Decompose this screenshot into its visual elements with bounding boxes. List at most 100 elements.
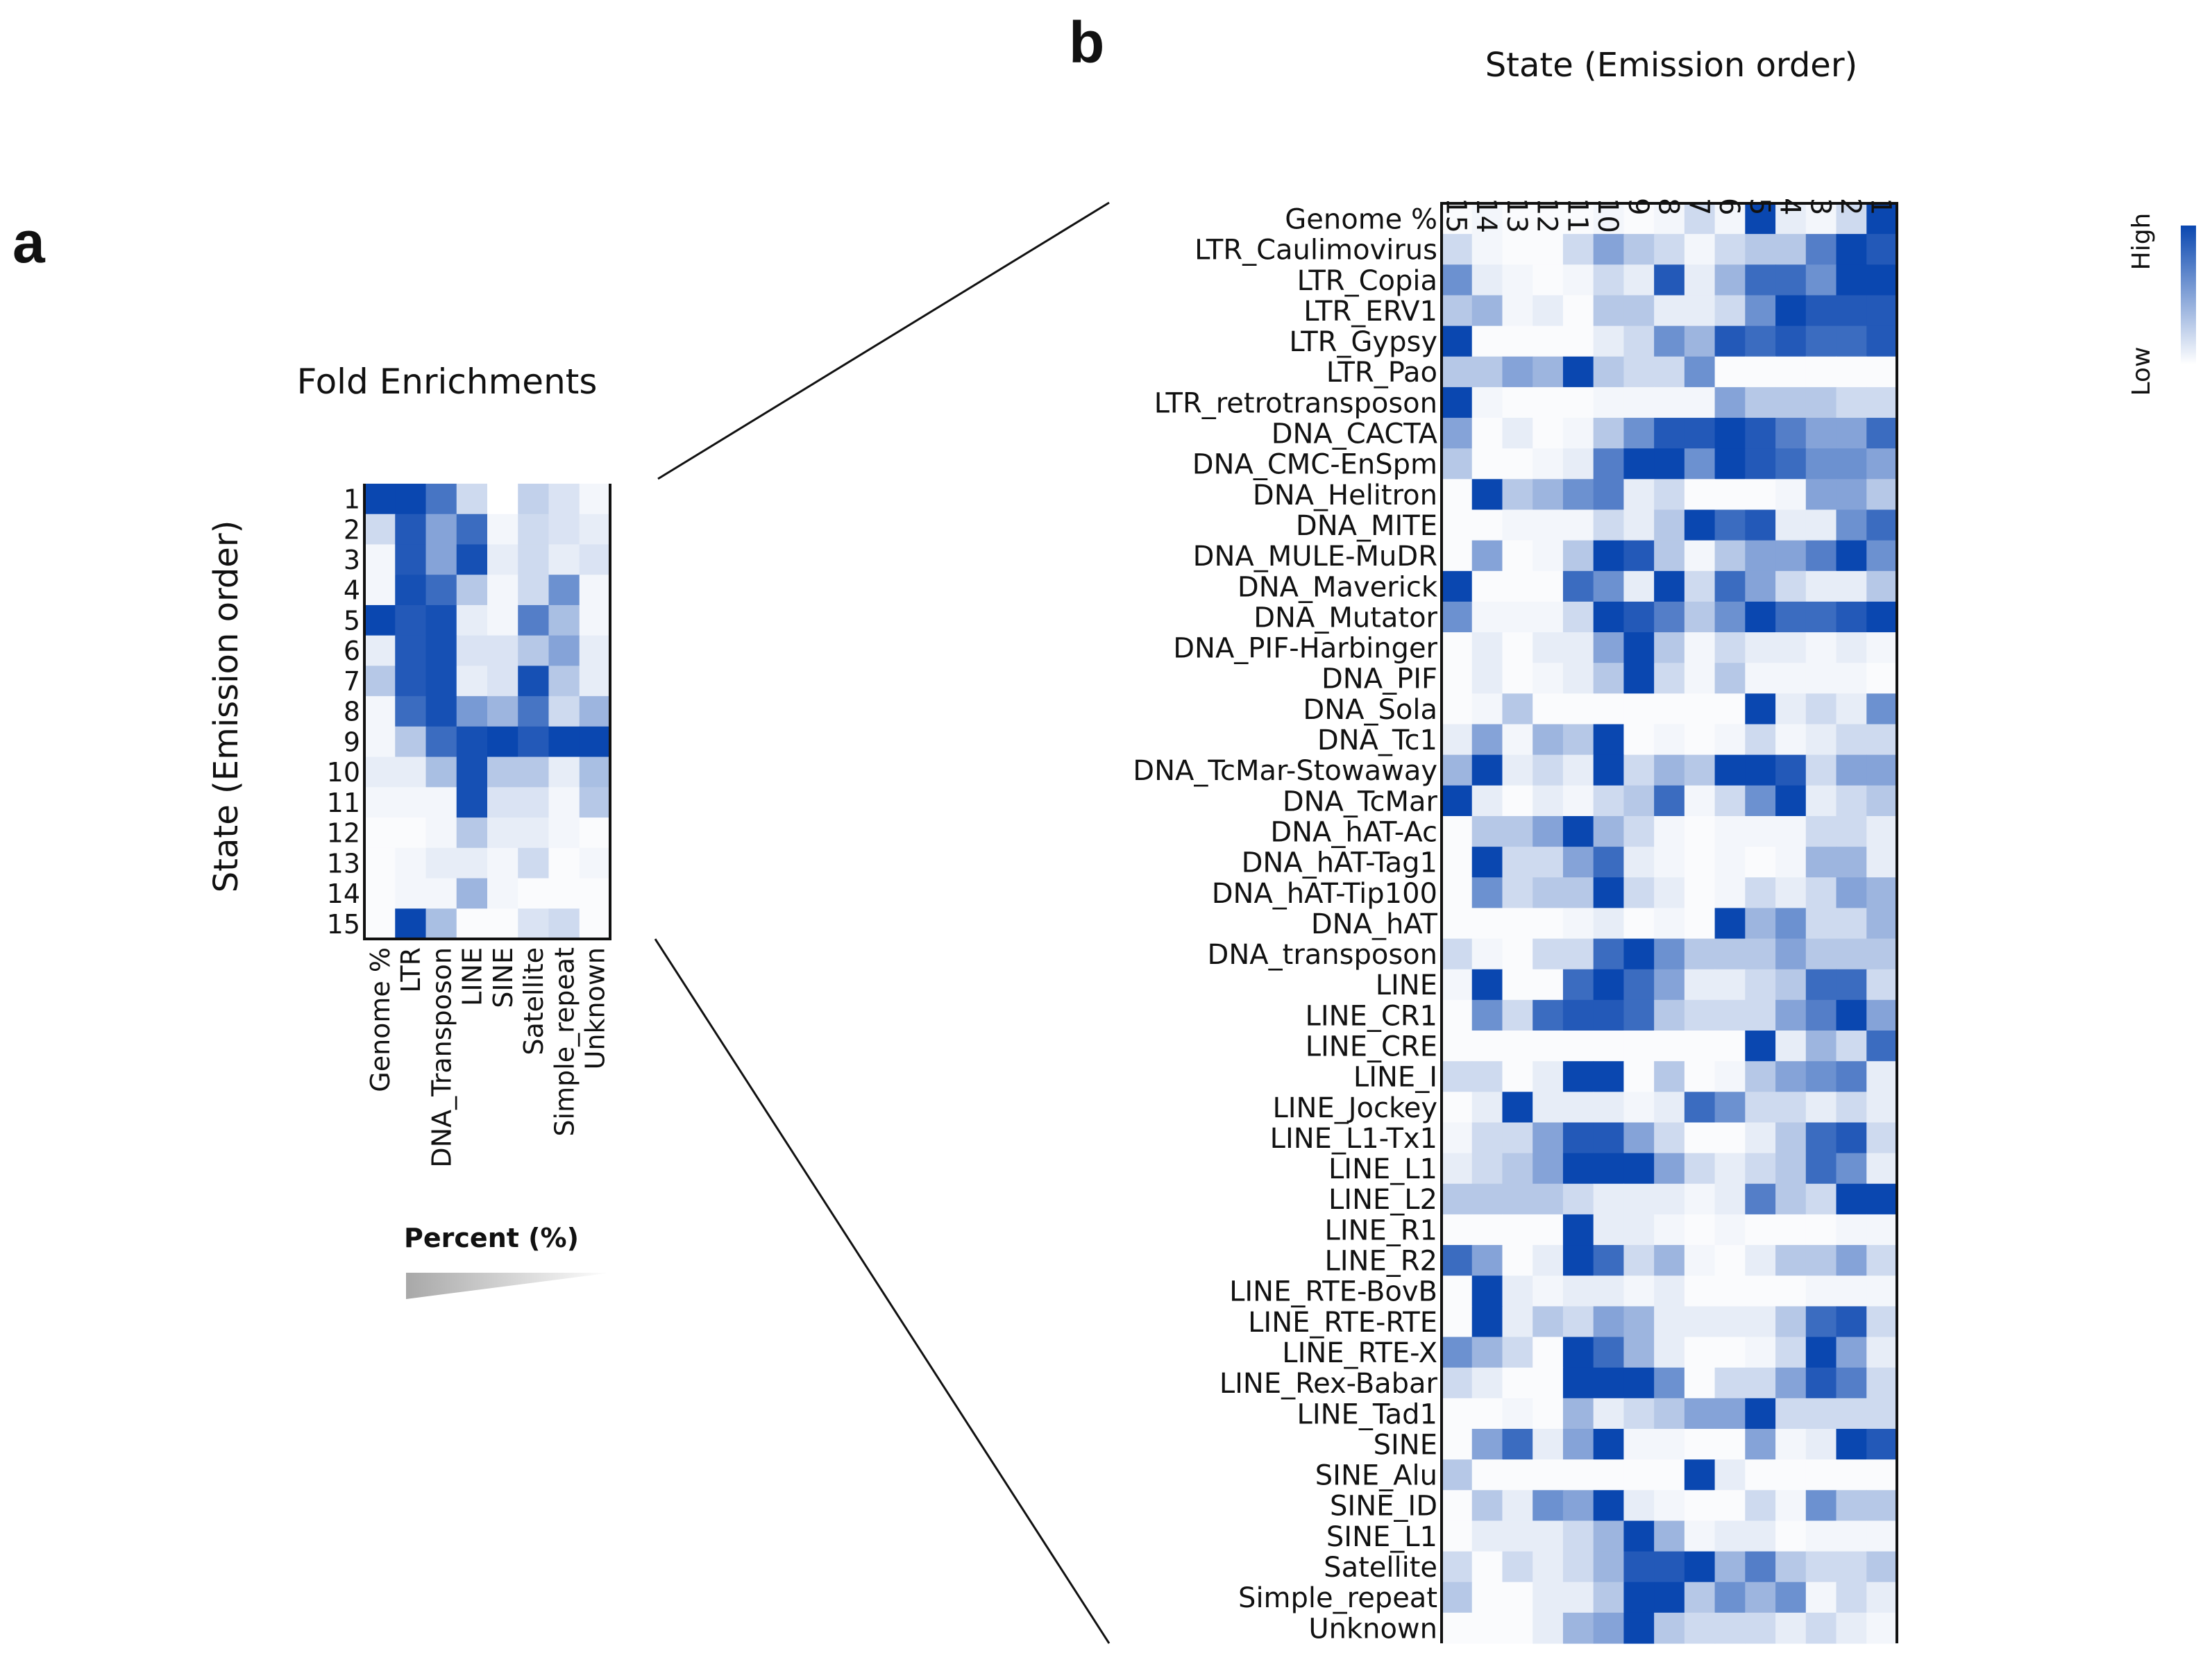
row-label: DNA_CACTA — [1272, 418, 1438, 450]
heatmap-cell — [1533, 1306, 1564, 1338]
heatmap-cell — [487, 756, 518, 788]
row-label: LTR_Pao — [1326, 357, 1437, 389]
heatmap-cell — [1562, 632, 1594, 663]
heatmap-cell — [1623, 356, 1655, 388]
heatmap-cell — [1805, 1306, 1837, 1338]
heatmap-cell — [1836, 785, 1867, 817]
heatmap-cell — [1654, 1214, 1685, 1246]
row-label: LINE_CR1 — [1306, 1000, 1437, 1032]
heatmap-cell — [1562, 295, 1594, 327]
heatmap-cell — [1866, 1122, 1898, 1154]
heatmap-cell — [1745, 570, 1776, 602]
heatmap-cell — [364, 666, 396, 697]
heatmap-cell — [364, 635, 396, 666]
heatmap-cell — [1562, 847, 1594, 878]
heatmap-cell — [487, 484, 518, 515]
heatmap-cell — [1533, 570, 1564, 602]
heatmap-cell — [1836, 387, 1867, 418]
heatmap-cell — [1442, 1122, 1473, 1154]
row-label: 13 — [327, 848, 360, 879]
heatmap-axis — [363, 484, 611, 940]
heatmap-cell — [1654, 1398, 1685, 1430]
heatmap-cell — [1623, 1398, 1655, 1430]
column-label: 4 — [1774, 198, 1806, 215]
heatmap-cell — [1562, 601, 1594, 633]
heatmap-cell — [1775, 1031, 1807, 1062]
heatmap-cell — [1805, 938, 1837, 970]
heatmap-cell — [1684, 1122, 1716, 1154]
heatmap-cell — [579, 878, 611, 909]
heatmap-cell — [1502, 877, 1533, 909]
heatmap-cell — [1836, 1428, 1867, 1460]
heatmap-cell — [1654, 1612, 1685, 1644]
column-label: 8 — [1653, 198, 1685, 215]
heatmap-cell — [1562, 724, 1594, 756]
heatmap-cell — [425, 756, 457, 788]
row-label: LINE_RTE-RTE — [1248, 1307, 1437, 1339]
heatmap-cell — [1562, 815, 1594, 847]
heatmap-cell — [1684, 1612, 1716, 1644]
heatmap-cell — [518, 666, 550, 697]
heatmap-cell — [1502, 509, 1533, 541]
row-label: LTR_Copia — [1297, 265, 1437, 297]
heatmap-cell — [1805, 203, 1837, 235]
heatmap-cell — [1623, 1337, 1655, 1368]
heatmap-cell — [425, 908, 457, 940]
heatmap-cell — [1745, 1398, 1776, 1430]
heatmap-cell — [1775, 1612, 1807, 1644]
heatmap-cell — [1654, 938, 1685, 970]
heatmap-cell — [1805, 1276, 1837, 1307]
heatmap-cell — [1593, 295, 1624, 327]
heatmap-cell — [1562, 203, 1594, 235]
heatmap-cell — [1533, 418, 1564, 449]
heatmap-cell — [1714, 815, 1746, 847]
heatmap-cell — [1593, 1061, 1624, 1092]
heatmap-cell — [1471, 1306, 1503, 1338]
heatmap-cell — [1745, 999, 1776, 1031]
heatmap-cell — [1442, 1276, 1473, 1307]
heatmap-cell — [518, 544, 550, 575]
heatmap-cell — [1684, 1398, 1716, 1430]
heatmap-cell — [1714, 1582, 1746, 1613]
heatmap-cell — [1805, 1183, 1837, 1215]
heatmap-cell — [1684, 1428, 1716, 1460]
heatmap-cell — [1684, 509, 1716, 541]
heatmap-cell — [1593, 1183, 1624, 1215]
heatmap-cell — [1745, 1153, 1776, 1185]
heatmap-cell — [1866, 1245, 1898, 1276]
heatmap-cell — [1593, 877, 1624, 909]
row-label: SINE — [1374, 1429, 1437, 1461]
heatmap-cell — [1593, 356, 1624, 388]
heatmap-cell — [1562, 1551, 1594, 1583]
heatmap-cell — [579, 847, 611, 879]
heatmap-cell — [425, 878, 457, 909]
heatmap-cell — [1654, 1122, 1685, 1154]
row-label: 7 — [344, 666, 360, 697]
heatmap-cell — [395, 756, 427, 788]
heatmap-cell — [1654, 387, 1685, 418]
heatmap-cell — [395, 817, 427, 849]
heatmap-cell — [1623, 234, 1655, 265]
heatmap-cell — [1745, 509, 1776, 541]
heatmap-cell — [1442, 815, 1473, 847]
heatmap-cell — [1745, 295, 1776, 327]
column-label: 3 — [1804, 198, 1836, 215]
heatmap-cell — [1836, 969, 1867, 1001]
heatmap-cell — [1593, 1428, 1624, 1460]
heatmap-cell — [1805, 1214, 1837, 1246]
heatmap-cell — [1533, 1490, 1564, 1522]
heatmap-cell — [1533, 1153, 1564, 1185]
heatmap-cell — [1836, 1459, 1867, 1491]
heatmap-cell — [1442, 387, 1473, 418]
heatmap-cell — [1836, 418, 1867, 449]
heatmap-cell — [487, 575, 518, 606]
heatmap-cell — [1714, 754, 1746, 786]
heatmap-cell — [1442, 295, 1473, 327]
heatmap-cell — [1745, 938, 1776, 970]
heatmap-cell — [1866, 295, 1898, 327]
heatmap-cell — [1623, 1092, 1655, 1124]
heatmap-cell — [1836, 1612, 1867, 1644]
heatmap-cell — [1866, 693, 1898, 725]
heatmap-cell — [1654, 908, 1685, 940]
heatmap-cell — [1502, 1367, 1533, 1399]
